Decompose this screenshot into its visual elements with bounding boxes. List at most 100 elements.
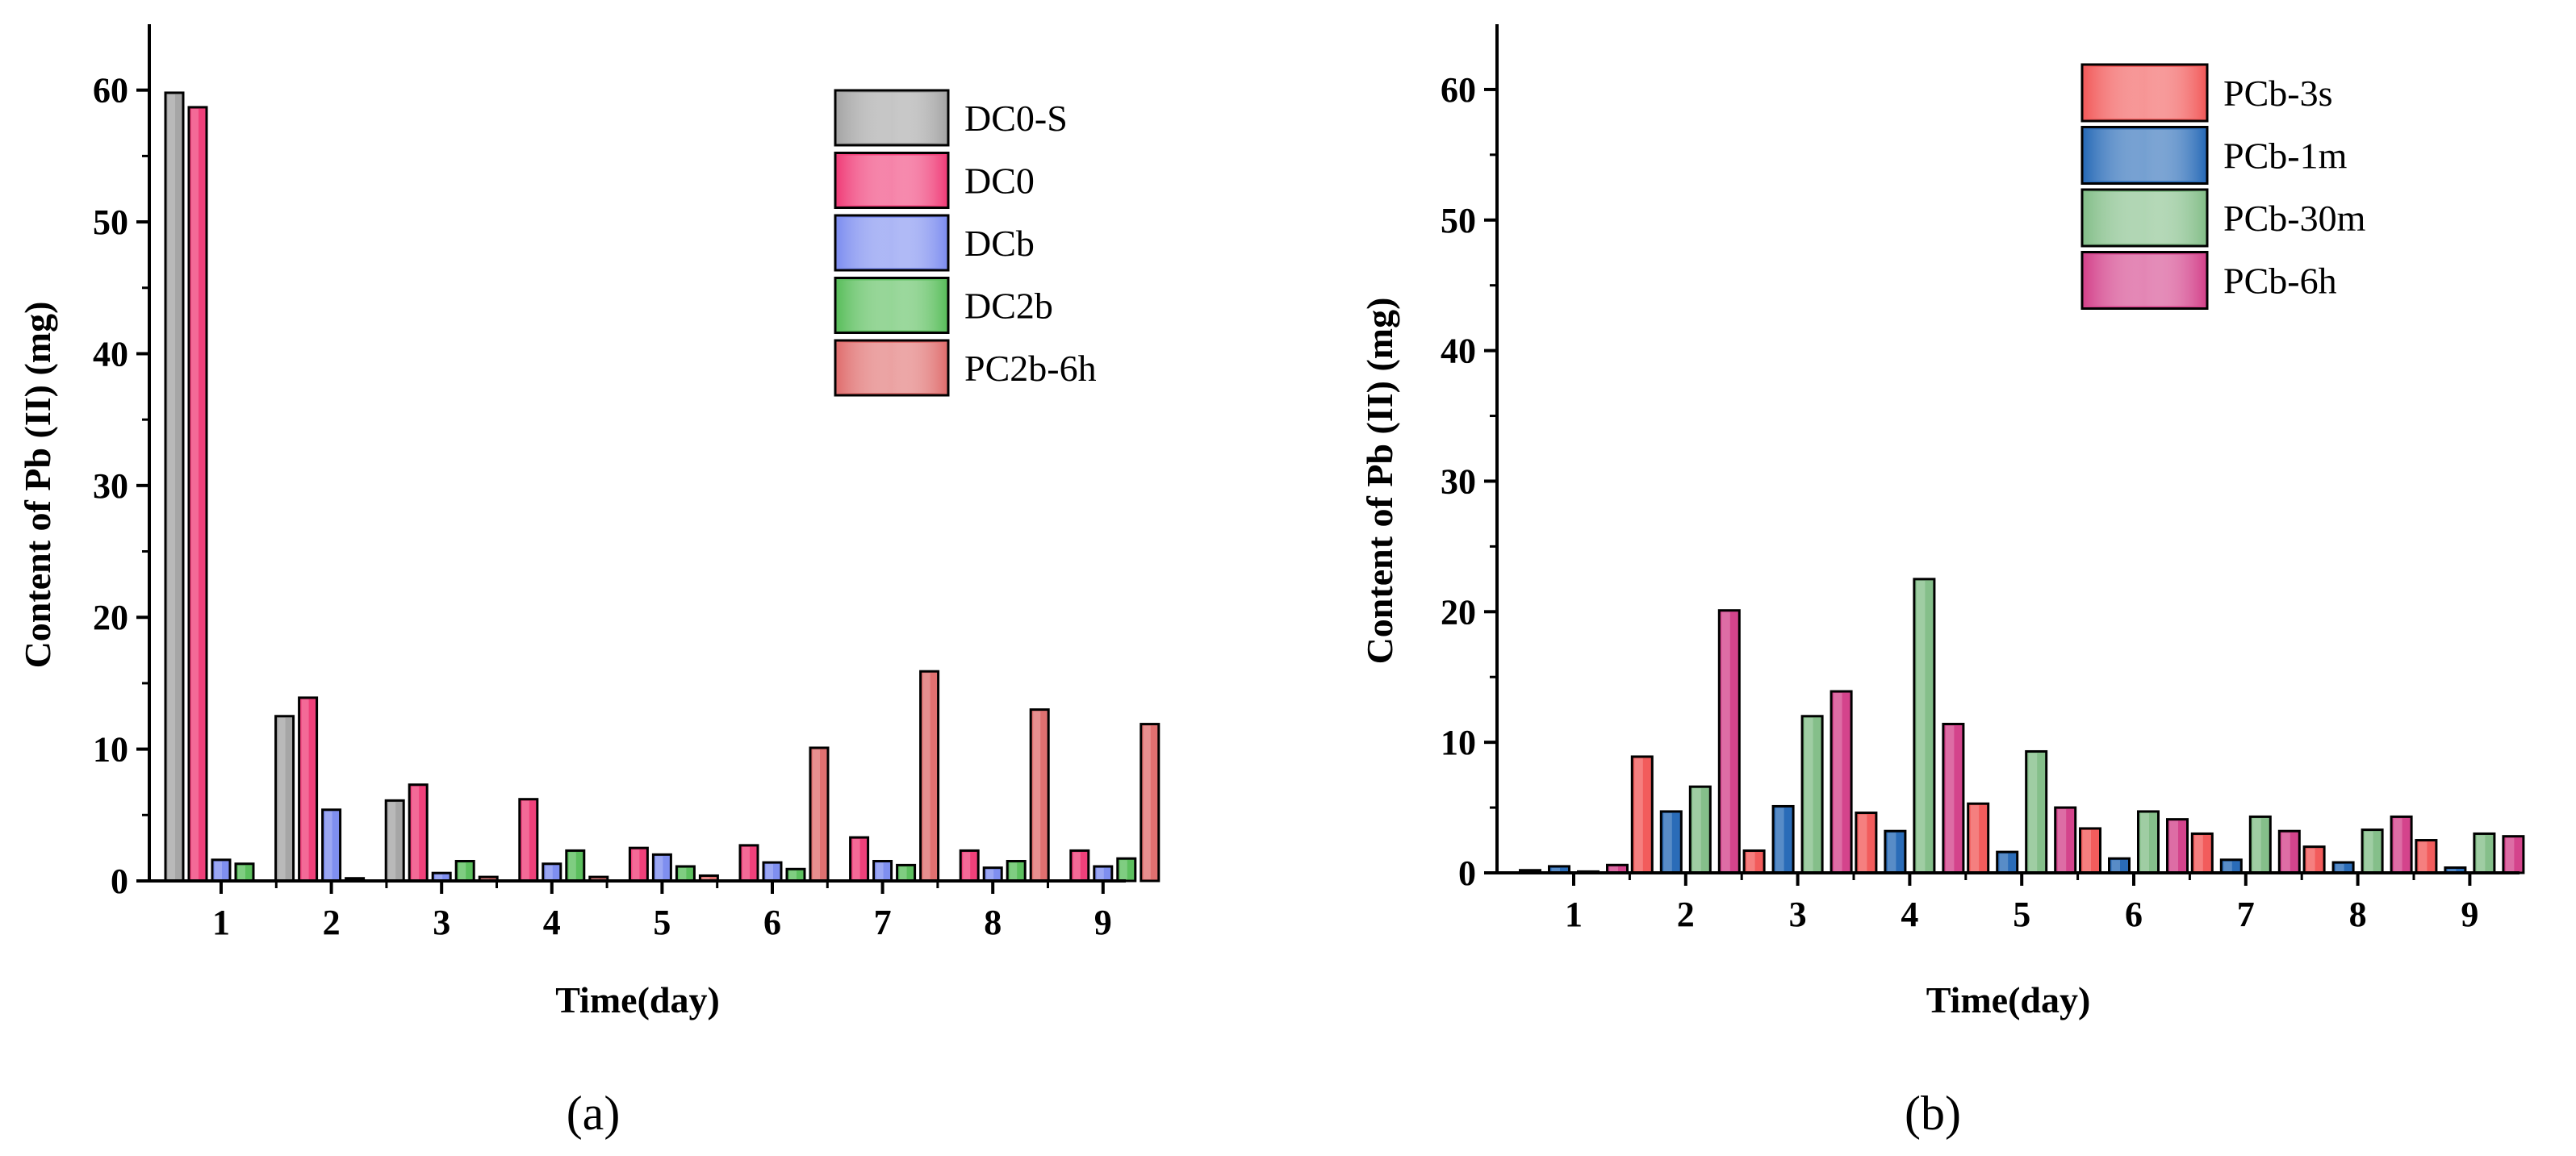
- bar-b-PCb-6h-day-4: [1942, 722, 1965, 874]
- y-tick-label: 10: [93, 730, 128, 770]
- bar-highlight: [1858, 814, 1867, 871]
- y-tick-label: 0: [111, 862, 128, 901]
- bar-highlight: [2476, 835, 2486, 871]
- x-tick-label: 1: [212, 903, 230, 942]
- bar-highlight: [215, 861, 222, 879]
- x-tick-label: 8: [984, 903, 1002, 942]
- y-tick-label: 20: [93, 598, 128, 637]
- y-axis-title: Content of Pb (II) (mg): [1359, 298, 1400, 665]
- x-tick-label: 8: [2349, 895, 2367, 934]
- legend-label-DC2b: DC2b: [964, 286, 1053, 327]
- bar-b-PCb-30m-day-6: [2137, 810, 2160, 874]
- y-tick-label: 20: [1441, 592, 1476, 632]
- y-tick-label: 40: [1441, 332, 1476, 371]
- y-tick-label: 50: [93, 202, 128, 242]
- bar-highlight: [1999, 853, 2009, 871]
- chart-panel-b: 0 10 20 30 40 50 60 1 2 3 4 5 6 7 8 9 Time(day) Content o…: [1359, 24, 2525, 1020]
- bar-highlight: [2111, 860, 2120, 871]
- bar-highlight: [2336, 864, 2344, 871]
- bar-highlight: [1609, 866, 1618, 871]
- bar-b-PCb-6h-day-8: [2390, 815, 2413, 874]
- legend-label-PCb-30m: PCb-30m: [2223, 198, 2366, 239]
- y-tick-label: 30: [1441, 461, 1476, 501]
- y-tick-label: 40: [93, 334, 128, 374]
- bar-highlight: [191, 108, 199, 879]
- legend-swatch-gloss: [838, 343, 946, 393]
- bar-highlight: [592, 878, 600, 879]
- bar-highlight: [922, 673, 930, 879]
- legend-label-PCb-1m: PCb-1m: [2223, 136, 2348, 177]
- bar-highlight: [899, 866, 907, 879]
- bar-highlight: [1834, 693, 1842, 871]
- bar-highlight: [2223, 861, 2232, 871]
- bar-highlight: [2281, 833, 2290, 871]
- x-tick-label: 1: [1565, 895, 1583, 934]
- y-tick-label: 60: [93, 71, 128, 111]
- bar-highlight: [435, 874, 443, 879]
- x-axis-title: Time(day): [1926, 979, 2091, 1020]
- bar-b-PCb-3s-day-9: [2415, 839, 2438, 874]
- bar-highlight: [388, 802, 396, 879]
- bar-highlight: [1721, 611, 1730, 871]
- bar-highlight: [2418, 841, 2428, 871]
- legend-swatch-gloss: [838, 155, 946, 206]
- y-tick-label: 0: [1458, 853, 1476, 893]
- bar-highlight: [1119, 860, 1127, 879]
- legend-label-PC2b-6h: PC2b-6h: [964, 348, 1097, 389]
- bar-highlight: [789, 870, 797, 879]
- bar-a-DC2b-day-9: [1116, 857, 1137, 883]
- bar-b-PCb-30m-day-7: [2248, 815, 2272, 874]
- bar-highlight: [545, 865, 553, 879]
- bar-highlight: [1804, 717, 1813, 871]
- legend-swatch-gloss: [838, 280, 946, 331]
- legend-swatch-gloss: [2085, 192, 2205, 244]
- bar-b-PCb-6h-day-3: [1830, 690, 1853, 874]
- x-tick-label: 7: [874, 903, 892, 942]
- bar-highlight: [324, 811, 332, 879]
- bar-highlight: [301, 699, 309, 879]
- bar-highlight: [2169, 820, 2178, 871]
- bar-b-PCb-3s-day-6: [2079, 827, 2101, 874]
- bar-highlight: [876, 862, 884, 879]
- bar-highlight: [2365, 831, 2373, 871]
- bar-b-PCb-1m-day-4: [1884, 829, 1907, 874]
- x-tick-label: 6: [2125, 895, 2143, 934]
- bar-highlight: [412, 786, 420, 879]
- x-tick-label: 2: [323, 903, 341, 942]
- panel-a-caption: (a): [567, 1087, 621, 1140]
- legend-label-DC0-S: DC0-S: [964, 98, 1068, 139]
- bar-highlight: [655, 856, 663, 879]
- bar-highlight: [2140, 812, 2149, 871]
- bar-b-PCb-6h-day-9: [2502, 835, 2525, 874]
- y-axis-title: Content of Pb (II) (mg): [17, 302, 58, 669]
- bar-highlight: [702, 877, 710, 879]
- bar-b-PCb-6h-day-5: [2054, 806, 2077, 874]
- bar-highlight: [1143, 725, 1151, 879]
- bar-highlight: [1692, 788, 1701, 871]
- bar-highlight: [1887, 833, 1896, 871]
- bar-highlight: [813, 749, 820, 879]
- bar-b-PCb-3s-day-5: [1967, 802, 1990, 874]
- chart-panel-a: 0 10 20 30 40 50 60 1 2 3 4 5 6 7 8 9 Time(day) Content o…: [17, 24, 1160, 1020]
- x-tick-label: 4: [1901, 895, 1918, 934]
- legend-swatch-gloss: [838, 93, 946, 143]
- bar-highlight: [679, 868, 687, 879]
- legend-swatch-gloss: [2085, 254, 2205, 307]
- bar-highlight: [632, 849, 640, 879]
- bar-highlight: [1634, 757, 1643, 871]
- legend-label-DC0: DC0: [964, 161, 1035, 202]
- legend-swatch-gloss: [838, 218, 946, 268]
- bar-highlight: [1970, 805, 1980, 871]
- bar-highlight: [1096, 868, 1104, 879]
- bar-highlight: [482, 878, 490, 879]
- bar-highlight: [2505, 837, 2515, 871]
- bar-highlight: [1663, 812, 1672, 871]
- legend-label-DCb: DCb: [964, 223, 1035, 264]
- bar-highlight: [1073, 852, 1081, 879]
- y-tick-label: 10: [1441, 723, 1476, 762]
- y-tick-label: 50: [1441, 201, 1476, 240]
- bar-highlight: [766, 864, 773, 879]
- bar-highlight: [278, 717, 286, 879]
- bar-highlight: [1916, 580, 1926, 871]
